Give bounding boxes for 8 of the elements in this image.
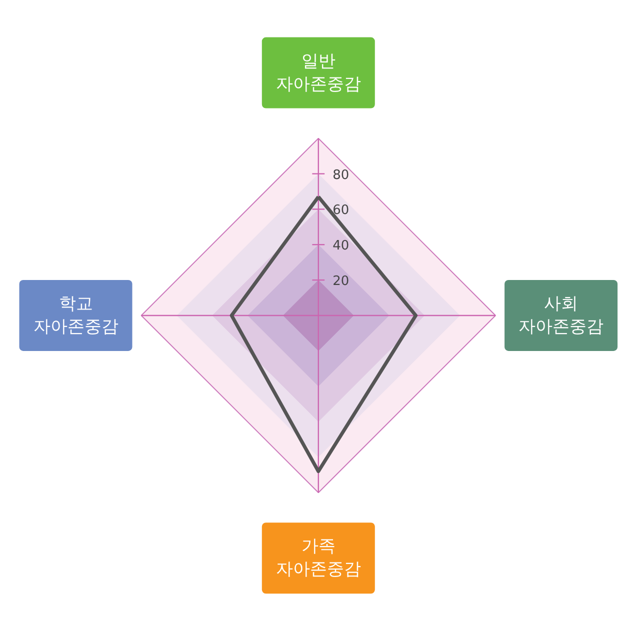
spoke-label: 일반 자아존중감 [276, 51, 361, 94]
y-tick-label: 40 [332, 238, 350, 254]
y-tick-label: 20 [332, 274, 350, 290]
spoke-label: 가족 자아존중감 [276, 536, 361, 580]
y-tick-label: 60 [332, 203, 350, 218]
y-tick-label: 80 [332, 168, 350, 183]
spoke-label: 사회 자아존중감 [518, 294, 604, 337]
spoke-label: 학교 자아존중감 [33, 294, 118, 337]
